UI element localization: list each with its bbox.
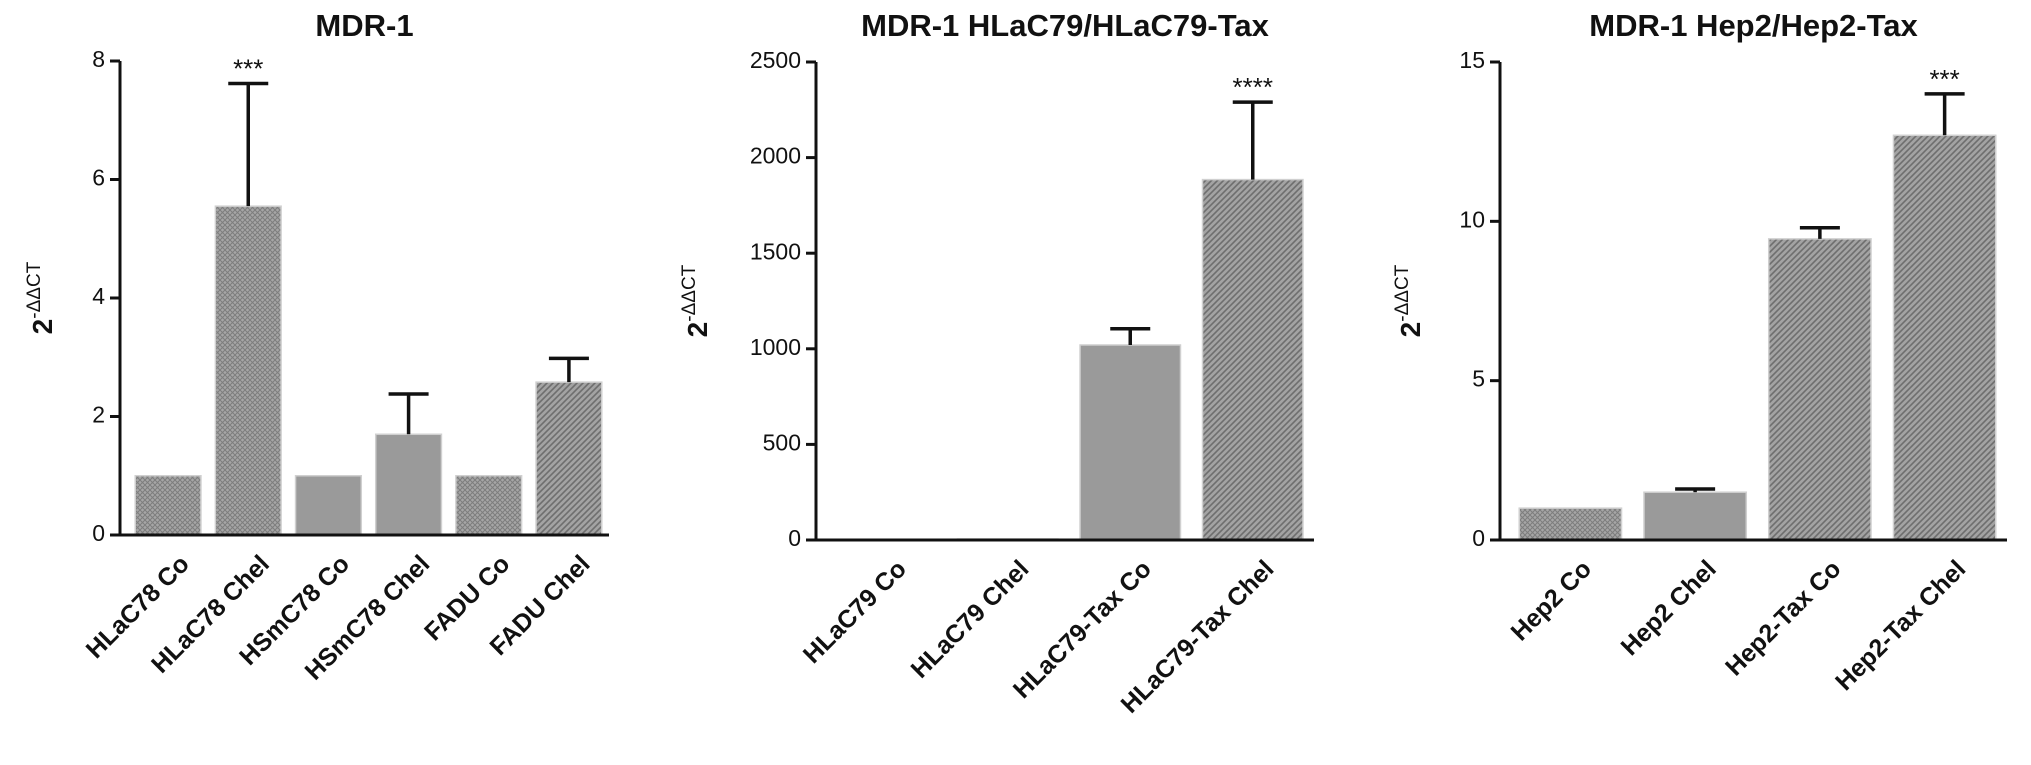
error-bar [388,392,429,435]
bar [374,433,443,536]
x-tick-label: HLaC79 Co [798,555,912,669]
y-tick-label: 5 [1472,366,1485,392]
error-bar [1924,92,1965,136]
bar [1079,344,1182,541]
x-tick-label: Hep2-Tax Co [1720,555,1847,682]
y-label-base: 2 [1395,322,1426,338]
significance-label: **** [1233,72,1273,102]
error-bar [1110,326,1151,345]
y-tick-label: 15 [1459,47,1485,73]
y-tick-label: 2000 [750,143,801,169]
y-tick-label: 0 [788,525,801,551]
y-tick-label: 2500 [750,47,801,73]
y-tick-label: 1500 [750,238,801,264]
bar [294,475,363,536]
error-bar [548,356,589,383]
y-tick-label: 500 [763,429,801,455]
x-tick-label: HLaC79 Chel [906,555,1035,684]
y-tick-label: 8 [92,46,105,72]
y-axis-label: 2-ΔΔCT [1392,264,1426,337]
x-tick-label: Hep2 Chel [1616,555,1722,661]
bar [1643,491,1748,541]
error-bar [1675,487,1716,493]
y-tick-label: 0 [1472,525,1485,551]
y-tick-label: 6 [92,165,105,191]
y-tick-label: 4 [92,283,105,309]
bar [134,475,202,536]
y-tick-label: 2 [92,402,105,428]
error-bar [1799,225,1840,239]
chart-panel: MDR-1 HLaC79/HLaC79-Tax 2-ΔΔCT 0 500 1000 150… [679,8,1314,719]
chart-title: MDR-1 Hep2/Hep2-Tax [1589,8,1918,43]
y-label-base: 2 [682,322,713,338]
y-tick-label: 1000 [750,334,801,360]
y-label-exponent: -ΔΔCT [1392,264,1413,321]
chart-title: MDR-1 HLaC79/HLaC79-Tax [861,8,1269,43]
error-bar [228,81,269,207]
bar [214,205,282,536]
y-axis-label: 2-ΔΔCT [24,261,58,334]
y-label-exponent: -ΔΔCT [24,261,45,318]
significance-label: *** [233,54,263,84]
y-tick-label: 10 [1459,206,1485,232]
y-axis-label: 2-ΔΔCT [679,264,713,337]
bar [535,381,603,536]
y-label-exponent: -ΔΔCT [679,264,700,321]
error-bar [1232,100,1273,180]
bar [1767,238,1872,541]
chart-title: MDR-1 [315,8,413,43]
bar [1892,134,1997,541]
x-tick-label: Hep2 Co [1506,555,1598,647]
bar [455,475,523,536]
bar [1201,178,1304,541]
y-label-base: 2 [27,319,58,335]
y-tick-label: 0 [92,520,105,546]
bar [1518,507,1623,541]
significance-label: *** [1929,64,1959,94]
x-tick-label: Hep2-Tax Chel [1830,555,1971,696]
